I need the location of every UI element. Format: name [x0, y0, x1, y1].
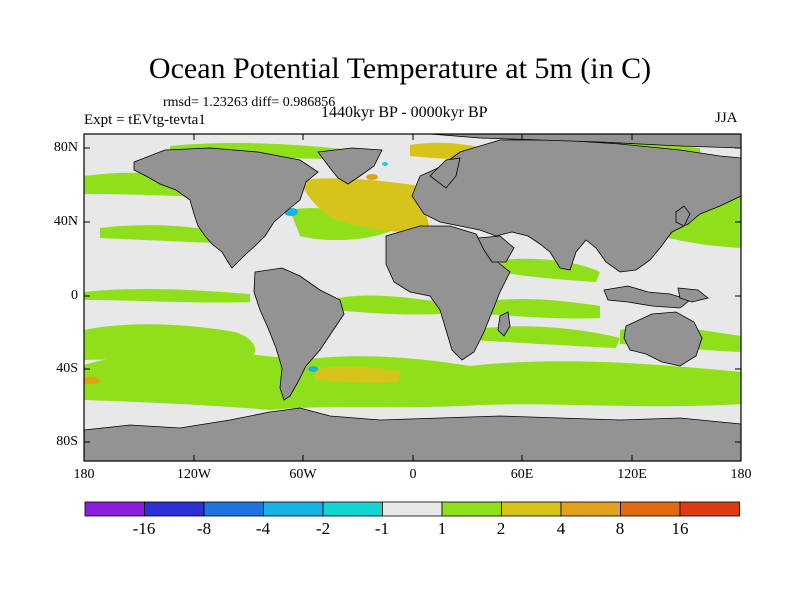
landmass-arabia [477, 235, 515, 263]
colorbar-label: -16 [132, 519, 156, 538]
colorbar-swatch [263, 501, 324, 517]
colorbar-label: -8 [196, 519, 212, 538]
lon-label-120w: 120W [176, 467, 212, 482]
lat-label-80s: 80S [56, 434, 78, 449]
lon-label-60e: 60E [510, 467, 534, 482]
colorbar-swatch [382, 501, 443, 517]
colorbar-label: 16 [671, 519, 689, 538]
lon-label-180-right: 180 [730, 467, 752, 482]
colorbar [84, 501, 740, 517]
colorbar-label: 4 [556, 519, 566, 538]
lat-label-80n: 80N [53, 140, 78, 155]
colorbar-swatch [501, 501, 562, 517]
lat-label-0: 0 [71, 288, 78, 303]
landmass-new-guinea [677, 287, 709, 303]
lat-label-40s: 40S [56, 361, 78, 376]
landmass-indonesia [603, 285, 691, 309]
lat-label-40n: 40N [53, 214, 78, 229]
landmass-arctic-top [429, 134, 741, 149]
colorbar-swatch [322, 501, 383, 517]
colorbar-label: -2 [315, 519, 331, 538]
landmass-antarctica [84, 407, 741, 461]
colorbar-label: -1 [374, 519, 390, 538]
land-masses [84, 134, 741, 461]
figure-title: Ocean Potential Temperature at 5m (in C) [148, 52, 652, 85]
colorbar-swatch [560, 501, 621, 517]
landmass-australia [623, 311, 703, 367]
map-area [84, 134, 741, 461]
landmass-south-america [253, 267, 345, 401]
lon-label-180-left: 180 [73, 467, 95, 482]
stats-label: rmsd= 1.23263 diff= 0.986856 [163, 95, 336, 110]
colorbar-swatch [620, 501, 681, 517]
season-label: JJA [715, 110, 738, 126]
colorbar-swatch [679, 501, 740, 517]
colorbar-label: -4 [255, 519, 271, 538]
landmass-north-america [133, 147, 319, 269]
landmass-greenland [317, 147, 383, 185]
axis-ticks [83, 134, 742, 461]
lon-label-120e: 120E [617, 467, 647, 482]
colorbar-swatch [144, 501, 205, 517]
lon-label-0: 0 [409, 467, 417, 482]
colorbar-label: 2 [496, 519, 506, 538]
landmass-japan [675, 205, 691, 227]
period-label: 1440kyr BP - 0000kyr BP [321, 104, 488, 121]
landmass-eurasia [411, 139, 741, 273]
colorbar-swatch [441, 501, 502, 517]
colorbar-label: 8 [615, 519, 625, 538]
landmass-madagascar [497, 311, 511, 337]
colorbar-swatch [203, 501, 264, 517]
landmass-africa [385, 225, 511, 361]
lon-label-60w: 60W [289, 467, 317, 482]
landmass-scandinavia [429, 157, 461, 189]
colorbar-swatch [84, 501, 145, 517]
experiment-label: Expt = tEVtg-tevta1 [84, 112, 206, 128]
colorbar-label: 1 [437, 519, 447, 538]
